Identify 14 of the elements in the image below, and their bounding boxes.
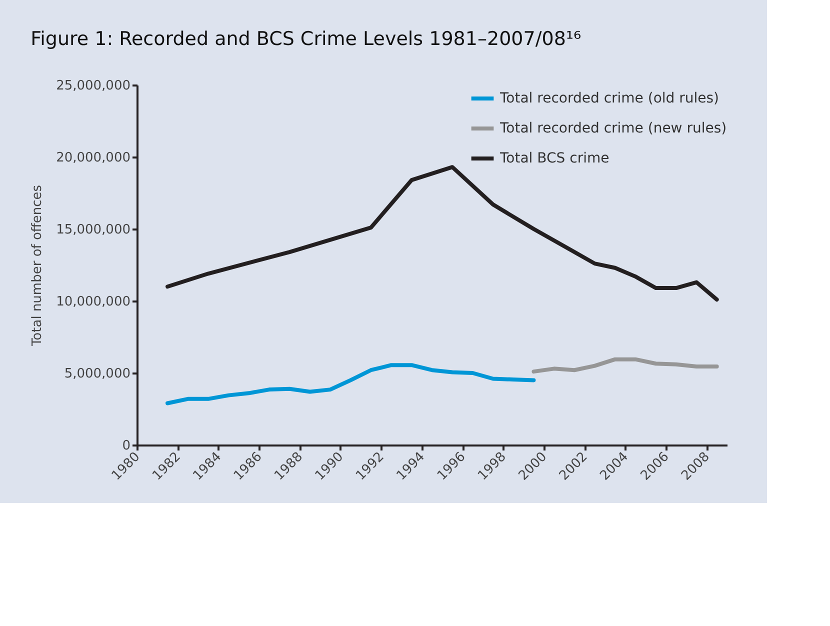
legend-label: Total recorded crime (old rules)	[499, 90, 720, 106]
legend-label: Total BCS crime	[499, 150, 610, 166]
y-tick-label: 20,000,000	[56, 150, 130, 166]
legend-label: Total recorded crime (new rules)	[499, 120, 727, 136]
line-series	[166, 363, 536, 406]
y-axis-title: Total number of offences	[30, 184, 46, 348]
y-tick-label: 15,000,000	[56, 222, 130, 238]
line-series	[166, 165, 719, 302]
y-tick-label: 10,000,000	[56, 294, 130, 310]
y-tick-label: 25,000,000	[56, 78, 130, 94]
y-tick-label: 5,000,000	[64, 366, 130, 382]
line-series	[532, 357, 719, 374]
chart-title: Figure 1: Recorded and BCS Crime Levels 1981–2007/08¹⁶	[30, 28, 582, 50]
y-tick-label: 0	[122, 438, 130, 454]
